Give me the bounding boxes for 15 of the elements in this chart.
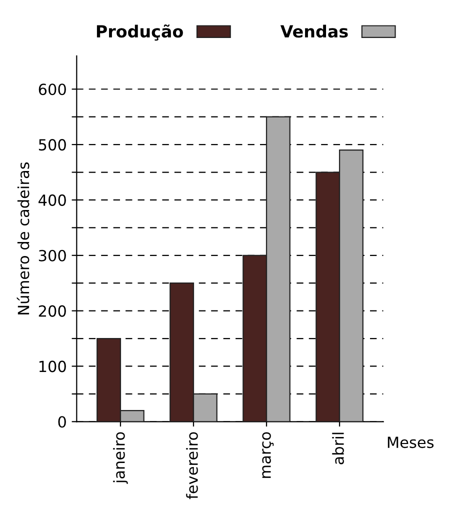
y-axis-title: Número de cadeiras <box>16 162 30 314</box>
y-tick-label: 400 <box>38 194 66 206</box>
x-axis-title: Meses <box>388 436 434 448</box>
legend-label: Produção <box>96 24 183 41</box>
y-tick-label: 500 <box>38 139 66 151</box>
x-tick-label: janeiro <box>113 432 128 484</box>
y-tick-label: 600 <box>38 84 66 96</box>
y-tick-label: 100 <box>39 360 66 372</box>
x-tick-label: abril <box>332 432 344 464</box>
x-tick-label: março <box>262 432 274 478</box>
legend-label: Vendas <box>280 24 348 38</box>
y-tick-label: 300 <box>38 250 66 262</box>
y-tick-label: 0 <box>58 416 66 428</box>
x-tick-label: fevereiro <box>186 432 198 500</box>
y-tick-label: 200 <box>38 305 66 317</box>
